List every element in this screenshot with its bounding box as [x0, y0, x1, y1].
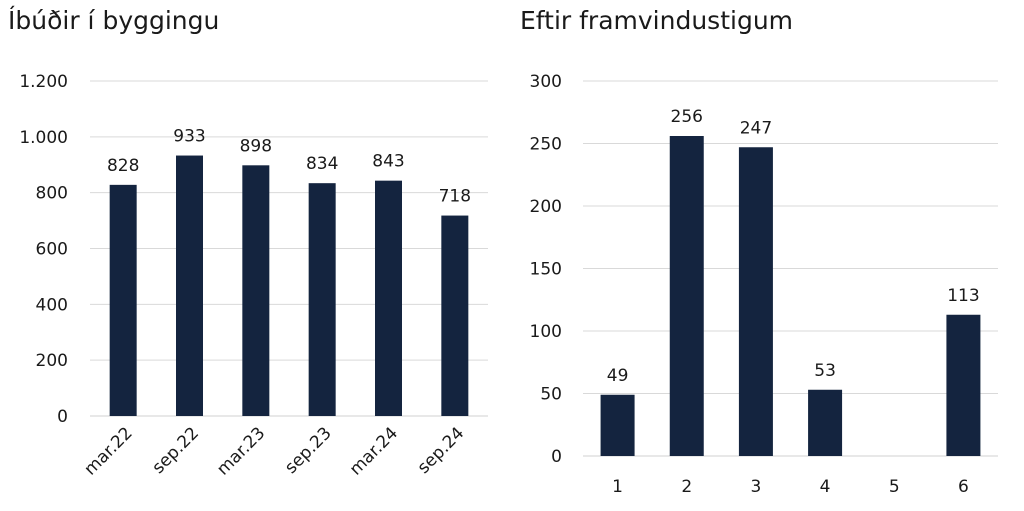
right-xtick-label-1: 2 — [681, 477, 692, 497]
left-data-label-1: 933 — [173, 127, 205, 147]
chart-title-right: Eftir framvindustigum — [520, 6, 794, 35]
right-data-label-5: 113 — [947, 286, 979, 306]
left-xtick-label-3: sep.23 — [281, 423, 336, 478]
left-ytick-label: 400 — [36, 295, 68, 315]
left-ytick-label: 600 — [36, 240, 68, 260]
left-ytick-label: 200 — [36, 351, 68, 371]
right-ytick-label: 200 — [530, 197, 562, 217]
left-ytick-label: 1.000 — [19, 128, 68, 148]
left-bar-5 — [441, 215, 469, 416]
right-data-label-0: 49 — [607, 366, 629, 386]
right-bar-3 — [808, 389, 843, 456]
right-ytick-label: 300 — [530, 72, 562, 92]
right-data-label-3: 53 — [814, 361, 836, 381]
left-xtick-label-2: mar.23 — [213, 423, 269, 479]
left-bar-1 — [176, 155, 203, 416]
right-data-label-2: 247 — [740, 118, 772, 138]
right-ytick-label: 150 — [530, 260, 562, 280]
left-xtick-label-4: mar.24 — [346, 423, 402, 479]
left-bar-2 — [242, 165, 270, 416]
left-data-label-3: 834 — [306, 154, 338, 174]
left-data-label-4: 843 — [372, 152, 404, 172]
right-bar-0 — [600, 394, 635, 456]
left-ytick-label: 800 — [36, 184, 68, 204]
left-bar-4 — [375, 180, 402, 416]
left-ytick-label: 1.200 — [19, 72, 68, 92]
right-xtick-label-4: 5 — [889, 477, 900, 497]
right-ytick-label: 100 — [530, 322, 562, 342]
right-ytick-label: 0 — [551, 447, 562, 467]
right-xtick-label-0: 1 — [612, 477, 623, 497]
right-ytick-label: 250 — [530, 135, 562, 155]
left-data-label-5: 718 — [439, 187, 471, 207]
left-bar-3 — [308, 183, 336, 416]
left-xtick-label-5: sep.24 — [414, 423, 469, 478]
right-xtick-label-3: 4 — [820, 477, 831, 497]
left-data-label-2: 898 — [240, 136, 272, 156]
left-ytick-label: 0 — [57, 407, 68, 427]
right-ytick-label: 50 — [540, 385, 562, 405]
left-data-label-0: 828 — [107, 156, 139, 176]
right-bar-1 — [669, 136, 704, 456]
left-bar-0 — [109, 184, 137, 416]
right-xtick-label-5: 6 — [958, 477, 969, 497]
left-xtick-label-1: sep.22 — [148, 423, 203, 478]
right-bar-2 — [738, 147, 773, 456]
right-bar-5 — [946, 314, 981, 456]
right-xtick-label-2: 3 — [751, 477, 762, 497]
right-data-label-1: 256 — [671, 107, 703, 127]
left-xtick-label-0: mar.22 — [81, 423, 137, 479]
chart-title-left: Íbúðir í byggingu — [8, 6, 220, 35]
